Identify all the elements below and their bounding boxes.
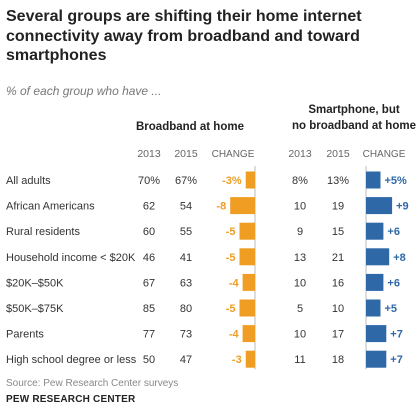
category-label: Parents — [6, 329, 44, 341]
change-bar — [230, 197, 255, 215]
column-header-change: CHANGE — [212, 149, 255, 160]
change-label: -3% — [222, 175, 242, 187]
brand-label: PEW RESEARCH CENTER — [6, 394, 136, 405]
chart-title: Several groups are shifting their home i… — [6, 8, 362, 64]
change-bar — [242, 273, 255, 291]
change-bar — [245, 350, 255, 368]
change-label: -5 — [226, 226, 236, 238]
change-bar — [366, 350, 387, 368]
value-2015: 63 — [180, 277, 192, 289]
change-label: +6 — [387, 226, 400, 238]
category-label: $20K–$50K — [6, 277, 64, 289]
value-2015: 73 — [180, 329, 192, 341]
change-bar — [239, 299, 255, 317]
change-bar — [366, 248, 390, 266]
change-bar — [366, 222, 384, 240]
value-2013: 5 — [297, 303, 303, 315]
value-2015: 19 — [332, 201, 344, 213]
chart-subtitle: % of each group who have ... — [6, 84, 162, 98]
change-label: -3 — [232, 354, 242, 366]
category-label: $50K–$75K — [6, 303, 64, 315]
category-label: Rural residents — [6, 226, 80, 238]
category-label: African Americans — [6, 201, 95, 213]
change-bar — [366, 273, 384, 291]
value-2015: 80 — [180, 303, 192, 315]
column-header-2015: 2015 — [174, 148, 198, 160]
value-2013: 62 — [143, 201, 155, 213]
value-2013: 10 — [294, 277, 306, 289]
panel-title: Smartphone, but — [308, 104, 400, 116]
change-label: +5% — [385, 175, 408, 187]
change-bar — [242, 325, 255, 343]
value-2015: 15 — [332, 226, 344, 238]
source-note: Source: Pew Research Center surveys — [6, 378, 179, 389]
value-2015: 10 — [332, 303, 344, 315]
value-2013: 13 — [294, 252, 306, 264]
value-2013: 70% — [138, 175, 160, 187]
value-2015: 17 — [332, 329, 344, 341]
value-2015: 55 — [180, 226, 192, 238]
change-label: -8 — [216, 201, 226, 213]
column-header-change: CHANGE — [363, 149, 406, 160]
category-label: High school degree or less — [6, 354, 137, 366]
category-label: All adults — [6, 175, 51, 187]
change-bar — [245, 171, 255, 189]
change-label: +9 — [396, 201, 409, 213]
change-bar — [366, 325, 387, 343]
value-2013: 8% — [292, 175, 308, 187]
value-2015: 41 — [180, 252, 192, 264]
change-label: +7 — [390, 329, 403, 341]
change-label: -5 — [226, 252, 236, 264]
value-2013: 85 — [143, 303, 155, 315]
value-2013: 60 — [143, 226, 155, 238]
value-2013: 11 — [294, 354, 305, 366]
column-header-2013: 2013 — [288, 148, 312, 160]
change-label: +7 — [390, 354, 403, 366]
value-2015: 21 — [332, 252, 344, 264]
change-label: -5 — [226, 303, 236, 315]
panel-title: no broadband at home — [292, 120, 416, 132]
column-header-2013: 2013 — [137, 148, 161, 160]
value-2015: 18 — [332, 354, 344, 366]
value-2013: 9 — [297, 226, 303, 238]
value-2013: 67 — [143, 277, 155, 289]
column-header-2015: 2015 — [326, 148, 350, 160]
change-bar — [239, 222, 255, 240]
value-2013: 50 — [143, 354, 155, 366]
change-label: +5 — [385, 303, 398, 315]
category-label: Household income < $20K — [6, 252, 136, 264]
change-bar — [366, 197, 393, 215]
change-label: +8 — [393, 252, 406, 264]
value-2015: 67% — [175, 175, 197, 187]
value-2015: 54 — [180, 201, 192, 213]
change-bar — [239, 248, 255, 266]
change-bar — [366, 171, 381, 189]
panel-title: Broadband at home — [136, 121, 244, 133]
change-bar — [366, 299, 381, 317]
value-2015: 47 — [180, 354, 192, 366]
value-2015: 13% — [327, 175, 349, 187]
change-label: -4 — [229, 329, 240, 341]
value-2013: 46 — [143, 252, 155, 264]
change-label: +6 — [387, 277, 400, 289]
value-2013: 10 — [294, 329, 306, 341]
value-2013: 10 — [294, 201, 306, 213]
value-2015: 16 — [332, 277, 344, 289]
change-label: -4 — [229, 277, 240, 289]
value-2013: 77 — [143, 329, 155, 341]
